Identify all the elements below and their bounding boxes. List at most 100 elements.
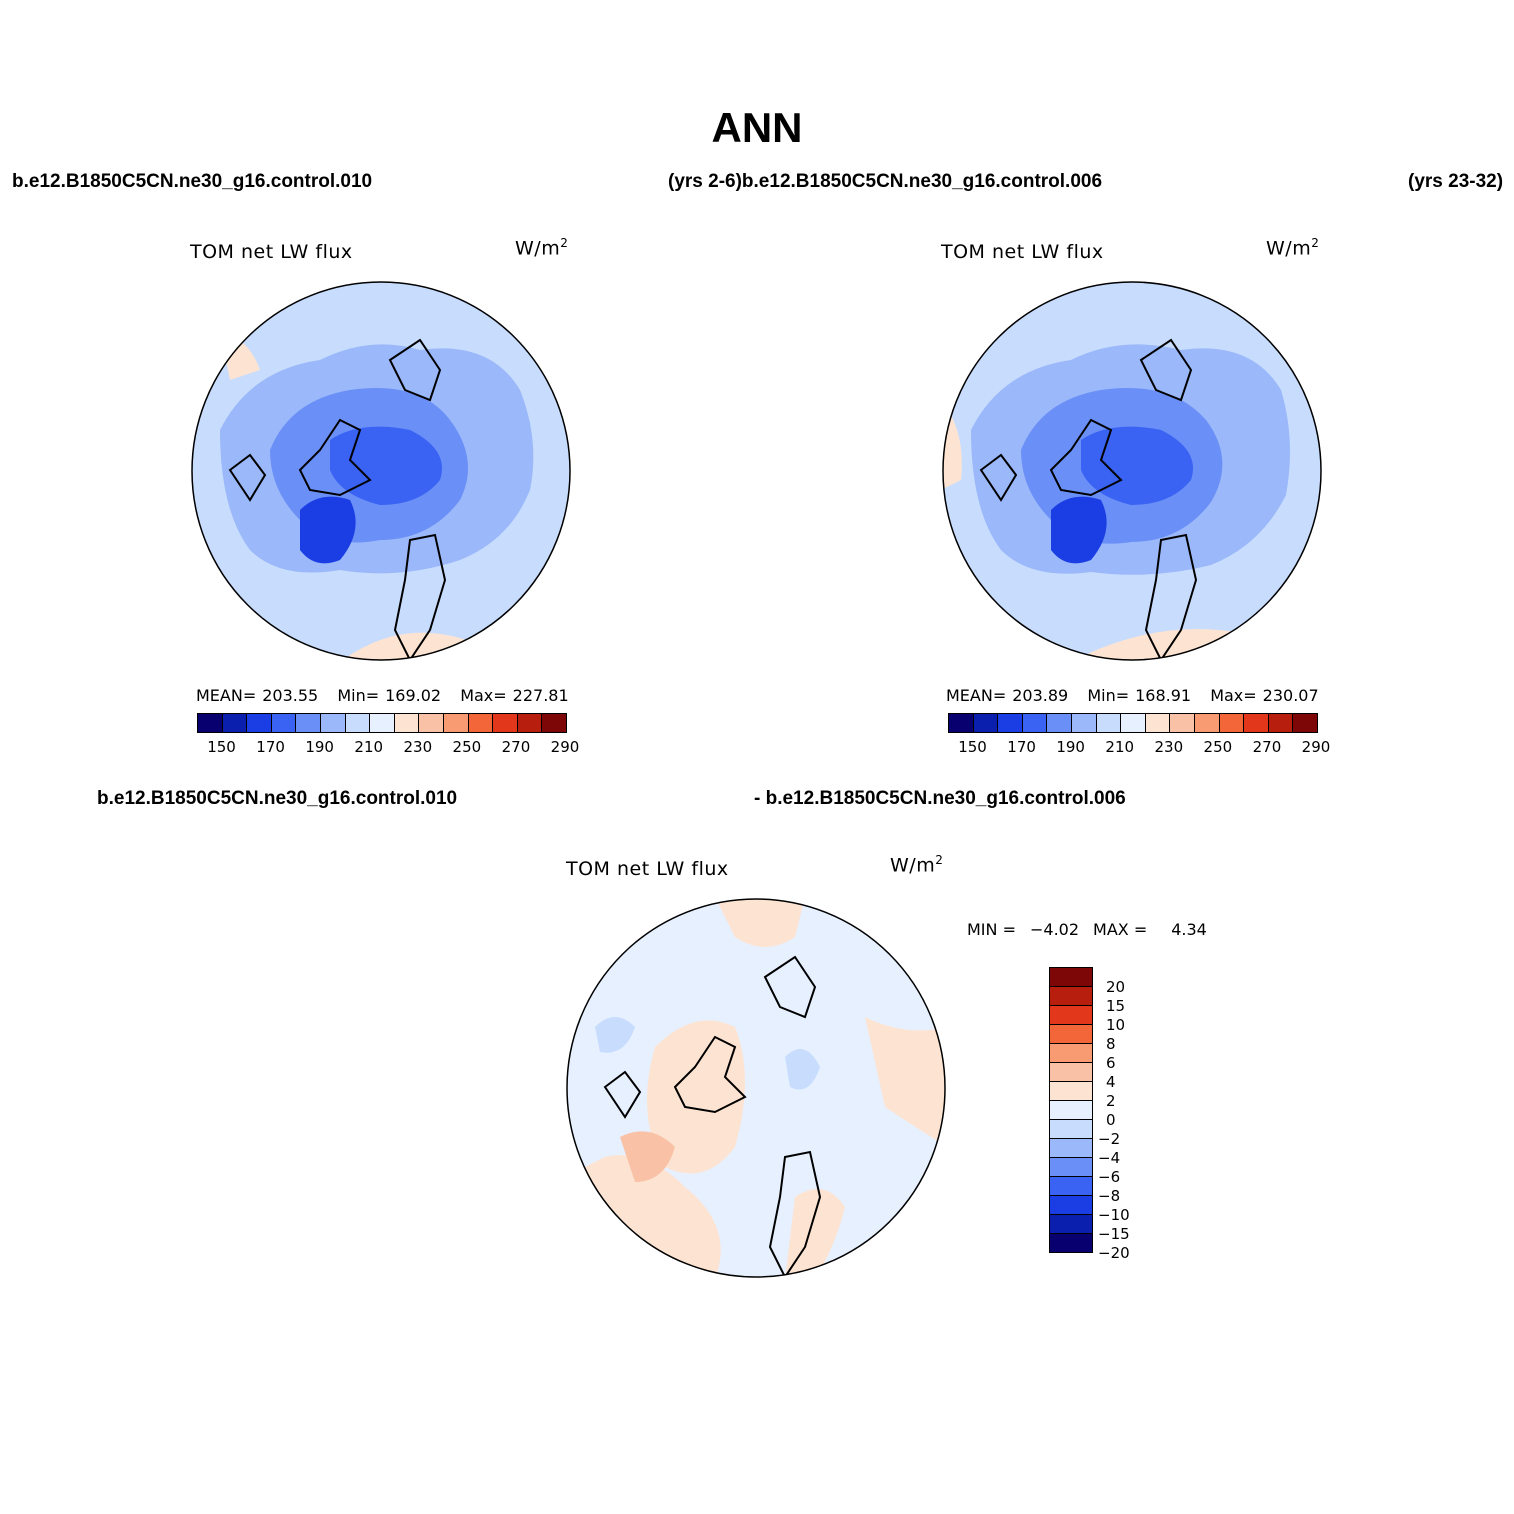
colorbar-swatch <box>493 714 518 732</box>
colorbar-swatch <box>1050 1234 1092 1252</box>
colorbar-swatch <box>198 714 223 732</box>
colorbar-swatch <box>443 714 469 732</box>
colorbar-swatch <box>1170 714 1195 732</box>
colorbar-tick-label: −10 <box>1098 1206 1130 1224</box>
colorbar-swatch <box>1096 714 1122 732</box>
colorbar-swatch <box>1071 714 1097 732</box>
positive-region <box>715 899 805 947</box>
colorbar-swatch <box>296 714 321 732</box>
colorbar-swatch <box>1050 1120 1092 1139</box>
case-label-right: (yrs 23-32) <box>1408 171 1504 192</box>
colorbar-tick-label: 290 <box>550 738 580 756</box>
colorbar-tick-label: −20 <box>1098 1244 1130 1262</box>
case-label-middle: (yrs 2-6)b.e12.B1850C5CN.ne30_g16.contro… <box>668 171 1103 192</box>
colorbar-tick-label: 250 <box>452 738 482 756</box>
colorbar-swatch <box>468 714 494 732</box>
colorbar-swatch <box>1050 1082 1092 1101</box>
colorbar-tick-label: 230 <box>403 738 433 756</box>
colorbar-swatch <box>1050 968 1092 987</box>
greenland-minimum <box>300 496 356 564</box>
colorbar-tick-label: 2 <box>1106 1092 1116 1110</box>
coastlines <box>228 338 447 660</box>
colorbar-swatch <box>1050 1158 1092 1177</box>
panel2-units: W/m2 <box>1266 236 1320 260</box>
stronger-positive-region <box>620 1131 675 1182</box>
colorbar-tick-label: 20 <box>1106 978 1126 996</box>
colorbar-tick-label: 150 <box>958 738 987 756</box>
diff-panel-units: W/m2 <box>890 853 944 877</box>
negative-region <box>595 1017 635 1053</box>
panel2-colorbar <box>948 713 1318 733</box>
panel2-polar-map <box>942 281 1322 661</box>
colorbar-tick-label: 8 <box>1106 1035 1116 1053</box>
colorbar-swatch <box>1050 1044 1092 1063</box>
colorbar-swatch <box>1219 714 1245 732</box>
diff-case-label-left: b.e12.B1850C5CN.ne30_g16.control.010 <box>97 788 458 809</box>
colorbar-swatch <box>1050 1177 1092 1196</box>
colorbar-tick-label: 170 <box>1007 738 1036 756</box>
colorbar-swatch <box>1022 714 1048 732</box>
colorbar-swatch <box>247 714 272 732</box>
panel1-units: W/m2 <box>515 236 569 260</box>
diff-polar-map <box>566 898 946 1278</box>
colorbar-swatch <box>1050 1196 1092 1215</box>
map-border <box>191 281 571 661</box>
colorbar-swatch <box>949 714 974 732</box>
colorbar-swatch <box>1293 714 1317 732</box>
colorbar-tick-label: 0 <box>1106 1111 1116 1129</box>
colorbar-tick-label: −2 <box>1098 1130 1121 1148</box>
positive-region <box>865 1017 945 1147</box>
diff-colorbar-labels: 20 15 10 8 6 4 2 0 −2 −4 −6 −8 −10 −15 −20 <box>1098 967 1148 1267</box>
colorbar-tick-label: 170 <box>256 738 285 756</box>
colorbar-swatch <box>222 714 248 732</box>
colorbar-tick-label: −15 <box>1098 1225 1130 1243</box>
colorbar-swatch <box>1121 714 1146 732</box>
colorbar-tick-label: 6 <box>1106 1054 1116 1072</box>
colorbar-swatch <box>394 714 420 732</box>
colorbar-tick-label: 190 <box>305 738 334 756</box>
colorbar-swatch <box>1145 714 1171 732</box>
colorbar-swatch <box>1268 714 1294 732</box>
map-border <box>942 281 1322 661</box>
colorbar-swatch <box>1050 1139 1092 1158</box>
colorbar-swatch <box>271 714 297 732</box>
colorbar-tick-label: −4 <box>1098 1149 1121 1167</box>
colorbar-swatch <box>517 714 543 732</box>
negative-region <box>785 1049 820 1090</box>
panel1-colorbar <box>197 713 567 733</box>
colorbar-swatch <box>1050 987 1092 1006</box>
colorbar-swatch <box>1194 714 1220 732</box>
colorbar-swatch <box>1244 714 1269 732</box>
panel1-polar-map <box>191 281 571 661</box>
colorbar-tick-label: −8 <box>1098 1187 1121 1205</box>
colorbar-tick-label: 230 <box>1154 738 1184 756</box>
colorbar-swatch <box>345 714 371 732</box>
coastlines <box>603 955 822 1277</box>
panel2-title: TOM net LW flux <box>941 241 1104 263</box>
colorbar-swatch <box>973 714 999 732</box>
colorbar-tick-label: 270 <box>1252 738 1282 756</box>
colorbar-tick-label: 190 <box>1056 738 1085 756</box>
colorbar-swatch <box>370 714 395 732</box>
colorbar-tick-label: −6 <box>1098 1168 1121 1186</box>
colorbar-swatch <box>1047 714 1072 732</box>
colorbar-swatch <box>1050 1063 1092 1082</box>
colorbar-tick-label: 210 <box>354 738 384 756</box>
colorbar-tick-label: 250 <box>1203 738 1233 756</box>
greenland-minimum <box>1051 496 1107 564</box>
panel1-title: TOM net LW flux <box>190 241 353 263</box>
colorbar-swatch <box>1050 1006 1092 1025</box>
diff-panel-title: TOM net LW flux <box>566 858 729 880</box>
diff-case-label-right: - b.e12.B1850C5CN.ne30_g16.control.006 <box>754 788 1126 809</box>
colorbar-tick-label: 10 <box>1106 1016 1126 1034</box>
colorbar-tick-label: 290 <box>1301 738 1331 756</box>
colorbar-tick-label: 270 <box>501 738 531 756</box>
map-border <box>566 898 946 1278</box>
diff-stats: MIN = −4.02 MAX = 4.34 <box>967 920 1207 939</box>
colorbar-swatch <box>419 714 444 732</box>
figure-title: ANN <box>711 104 803 151</box>
case-label-left: b.e12.B1850C5CN.ne30_g16.control.010 <box>12 171 373 192</box>
colorbar-swatch <box>1050 1101 1092 1120</box>
colorbar-tick-label: 210 <box>1105 738 1135 756</box>
panel1-stats: MEAN= 203.55 Min= 169.02 Max= 227.81 <box>196 686 569 705</box>
